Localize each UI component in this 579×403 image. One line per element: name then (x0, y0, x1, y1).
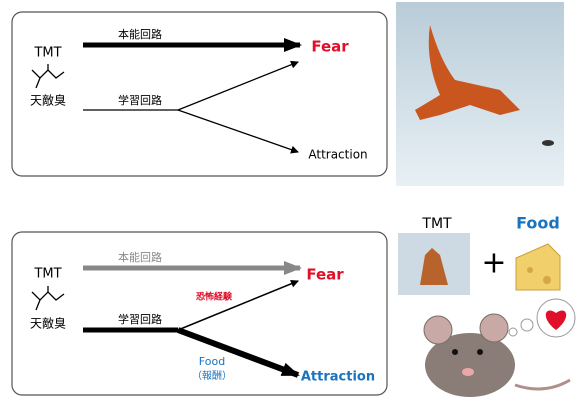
cheese (516, 244, 560, 290)
stimulus-note: 天敵臭 (30, 316, 66, 331)
learned-label: 学習回路 (118, 312, 162, 326)
food-label: Food (516, 214, 560, 233)
fox-photo (396, 2, 564, 186)
stimulus: TMT (33, 267, 61, 282)
stimulus-note: 天敵臭 (30, 93, 66, 108)
food-label: Food (199, 355, 225, 368)
bottom-panel: TMT 天敵臭 本能回路 Fear 学習回路 恐怖経験 Food （報酬） At… (12, 232, 387, 395)
figure: TMT 天敵臭 本能回路 Fear 学習回路 Attraction TMT 天敵… (0, 0, 579, 403)
fear-experience-label: 恐怖経験 (196, 291, 233, 303)
innate-label: 本能回路 (118, 250, 162, 264)
stimulus: TMT (33, 46, 61, 61)
top-panel: TMT 天敵臭 本能回路 Fear 学習回路 Attraction (12, 12, 387, 176)
attraction-label: Attraction (308, 148, 367, 162)
fear-label: Fear (306, 266, 344, 284)
illustration: TMT + Food (398, 214, 575, 398)
learned-label: 学習回路 (118, 93, 162, 107)
fear-label: Fear (311, 38, 349, 56)
tmt-label: TMT (421, 216, 452, 232)
reward-label: （報酬） (192, 370, 232, 382)
plus-sign: + (481, 246, 506, 281)
innate-label: 本能回路 (118, 27, 162, 41)
attraction-label: Attraction (301, 370, 375, 385)
